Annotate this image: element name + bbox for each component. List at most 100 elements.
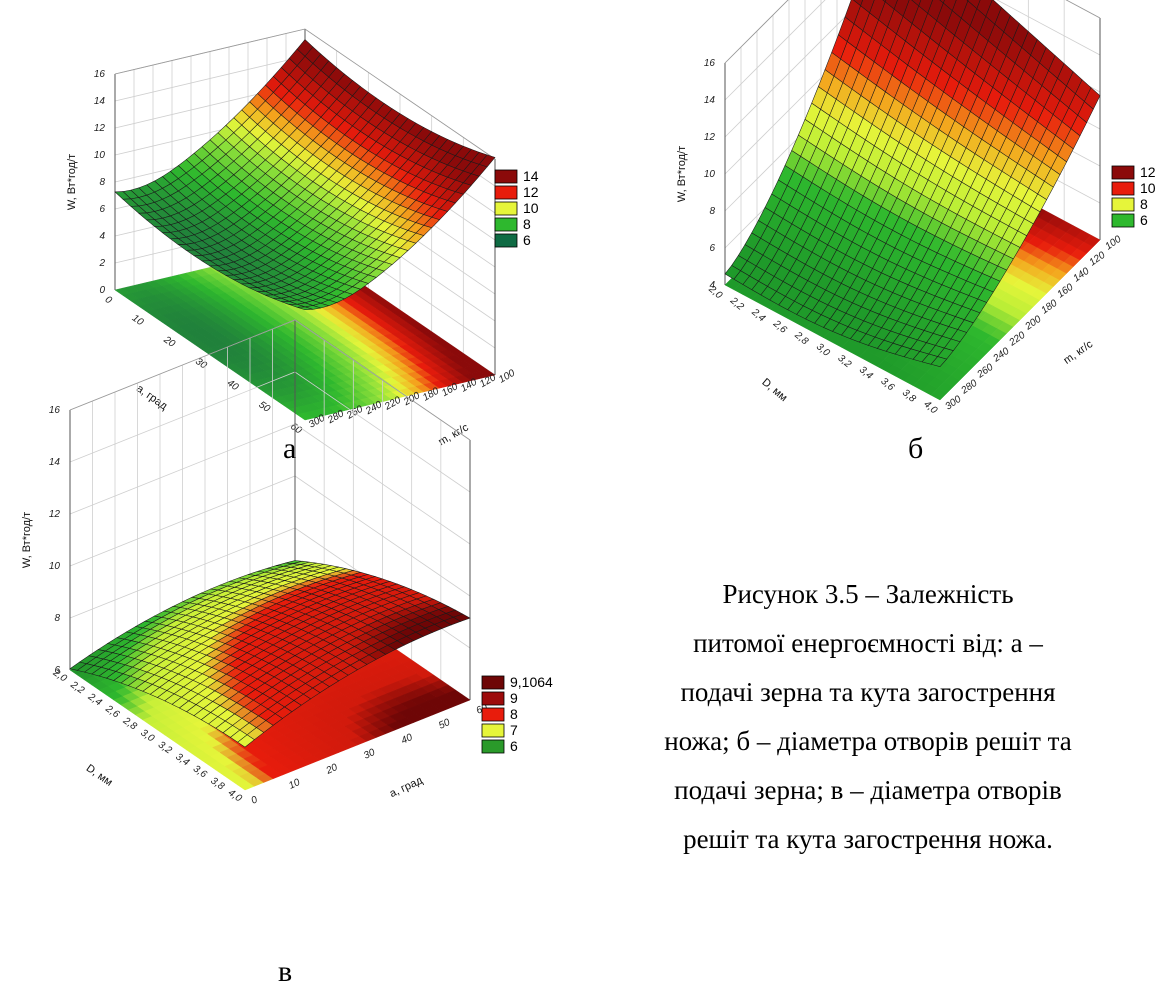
x-tick-label: 3,6 bbox=[191, 763, 209, 780]
y-tick-label: 20 bbox=[324, 762, 340, 777]
panel-label-b: б bbox=[908, 432, 924, 465]
figure-caption: Рисунок 3.5 – Залежність питомої енергоє… bbox=[560, 570, 1176, 864]
box-top-edge bbox=[69, 319, 471, 441]
surface-cell bbox=[930, 356, 948, 368]
x-tick-label: 3,4 bbox=[173, 751, 191, 768]
chart-panel-b: 4 6 8 10 12 14 16 W, Вт*год/т 2,0 2,2 2,4 2,6 2,8 3,0… bbox=[640, 0, 1176, 430]
floor-cell bbox=[1083, 234, 1101, 247]
y-tick-label: 200 bbox=[1023, 314, 1044, 333]
legend-swatch bbox=[494, 201, 518, 216]
caption-line-1: Рисунок 3.5 – Залежність bbox=[722, 579, 1014, 609]
x-axis-label: a, град bbox=[134, 383, 170, 413]
caption-line-3: подачі зерна та кута загострення bbox=[680, 677, 1056, 707]
x-tick-label: 3,8 bbox=[900, 387, 918, 405]
x-tick-label: 2,2 bbox=[68, 679, 87, 697]
z-tick-label: 12 bbox=[49, 509, 61, 520]
x-tick-label: 2,0 bbox=[50, 667, 69, 685]
caption-line-2: питомої енергоємності від: а – bbox=[693, 628, 1043, 658]
y-tick-label: 260 bbox=[975, 362, 996, 381]
z-axis-label: W, Вт*год/т bbox=[676, 146, 688, 202]
legend-swatch bbox=[1111, 181, 1135, 196]
z-axis-label: W, Вт*год/т bbox=[21, 512, 33, 568]
legend-swatch bbox=[481, 723, 505, 738]
z-tick-label: 16 bbox=[94, 69, 106, 80]
y-tick-label: 100 bbox=[1103, 234, 1123, 253]
x-tick-label: 3,6 bbox=[878, 376, 896, 394]
legend-label: 9,1064 bbox=[510, 674, 553, 690]
y-tick-label: 160 bbox=[1055, 282, 1075, 301]
surface-mesh bbox=[69, 560, 471, 748]
x-tick-label: 4,0 bbox=[921, 399, 939, 417]
z-tick-label: 12 bbox=[704, 132, 716, 143]
z-tick-label: 8 bbox=[709, 206, 715, 217]
z-tick-label: 10 bbox=[94, 150, 106, 161]
legend-swatch bbox=[494, 185, 518, 200]
legend-swatch bbox=[481, 707, 505, 722]
caption-line-6: решіт та кута загострення ножа. bbox=[683, 824, 1053, 854]
x-tick-label: 2,4 bbox=[85, 691, 104, 709]
x-tick-label: 2,2 bbox=[727, 295, 746, 313]
z-tick-label: 10 bbox=[49, 561, 61, 572]
z-tick-label: 2 bbox=[98, 258, 105, 269]
surface-mesh bbox=[724, 0, 1101, 368]
x-tick-label: 3,4 bbox=[857, 364, 875, 382]
legend-label: 6 bbox=[523, 232, 531, 248]
floor-cell bbox=[478, 369, 496, 378]
x-tick-label: 20 bbox=[161, 334, 178, 350]
legend-label: 6 bbox=[1140, 212, 1148, 228]
y-tick-label: 300 bbox=[943, 394, 963, 413]
y-tick-label: 180 bbox=[1039, 298, 1059, 317]
z-tick-label: 4 bbox=[709, 280, 715, 291]
y-axis-label: a, град bbox=[388, 774, 425, 800]
x-axis-label: D, мм bbox=[84, 762, 115, 789]
legend-label: 8 bbox=[523, 216, 531, 232]
x-tick-label: 10 bbox=[130, 313, 146, 329]
legend-swatch bbox=[481, 739, 505, 754]
y-tick-label: 40 bbox=[400, 732, 415, 747]
z-tick-label: 14 bbox=[704, 95, 716, 106]
box-top-edge bbox=[724, 0, 1101, 64]
z-gridline bbox=[69, 423, 471, 545]
caption-line-5: подачі зерна; в – діаметра отворів bbox=[674, 775, 1062, 805]
floor-cell bbox=[452, 694, 471, 705]
x-axis-label: D, мм bbox=[759, 376, 789, 404]
y-tick-label: 30 bbox=[362, 747, 377, 762]
z-tick-labels: 4 6 8 10 12 14 16 bbox=[704, 58, 716, 291]
legend-label: 12 bbox=[1140, 164, 1156, 180]
panel-label-a: а bbox=[283, 432, 297, 465]
z-tick-label: 8 bbox=[54, 613, 60, 624]
panel-label-c: в bbox=[278, 955, 293, 988]
z-tick-label: 10 bbox=[704, 169, 716, 180]
z-axis-label: W, Вт*год/т bbox=[66, 154, 78, 210]
legend-label: 8 bbox=[1140, 196, 1148, 212]
x-tick-label: 2,8 bbox=[120, 715, 139, 733]
x-tick-label: 3,0 bbox=[138, 727, 156, 744]
y-tick-label: 10 bbox=[287, 777, 302, 792]
z-tick-label: 0 bbox=[99, 285, 105, 296]
z-tick-label: 14 bbox=[49, 457, 61, 468]
y-tick-label: 220 bbox=[1007, 330, 1028, 349]
legend-label: 8 bbox=[510, 706, 518, 722]
z-tick-label: 16 bbox=[704, 58, 716, 69]
legend-label: 14 bbox=[523, 168, 539, 184]
z-tick-label: 12 bbox=[94, 123, 106, 134]
z-tick-label: 6 bbox=[99, 204, 105, 215]
legend-swatch bbox=[494, 169, 518, 184]
y-axis-label: m, кг/с bbox=[436, 421, 471, 448]
legend-swatch bbox=[494, 217, 518, 232]
surface-cell bbox=[297, 306, 313, 311]
x-tick-label: 4,0 bbox=[226, 787, 244, 804]
y-tick-label: 280 bbox=[959, 378, 980, 397]
x-tick-label: 0 bbox=[103, 294, 114, 306]
x-tick-label: 30 bbox=[193, 356, 209, 372]
x-tick-label: 3,8 bbox=[208, 775, 226, 792]
legend-label: 10 bbox=[1140, 180, 1156, 196]
z-tick-label: 6 bbox=[709, 243, 715, 254]
box-top-edge bbox=[114, 28, 496, 160]
